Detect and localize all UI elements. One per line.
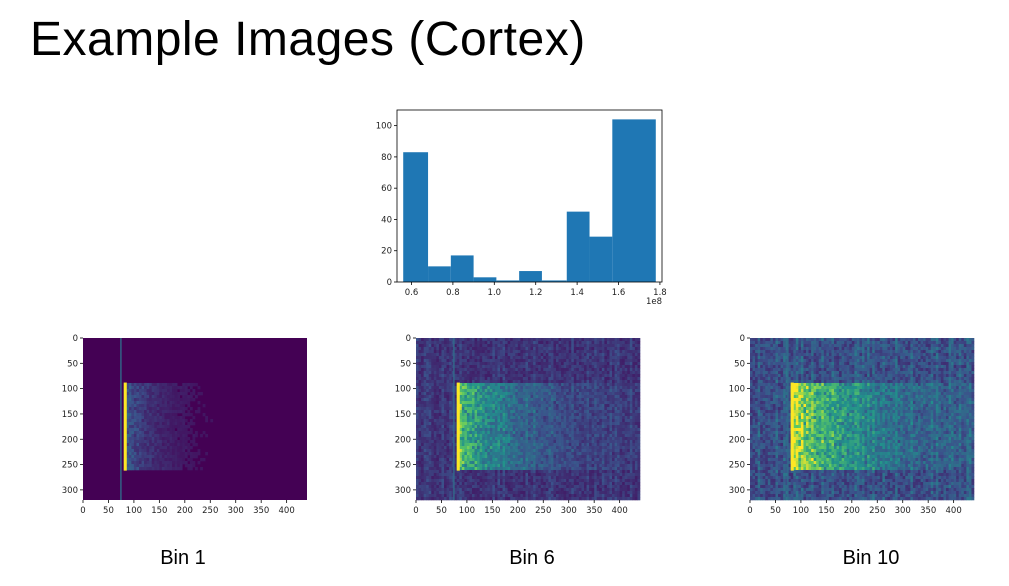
- histogram-bar: [566, 211, 590, 282]
- histogram-bar: [519, 271, 542, 282]
- x-tick-label: 300: [561, 506, 577, 516]
- x-tick-label: 100: [126, 506, 142, 516]
- y-tick-label: 150: [395, 410, 411, 420]
- caption-bin-6: Bin 6: [509, 547, 555, 569]
- x-tick-label: 250: [535, 506, 551, 516]
- y-tick-label: 50: [400, 359, 411, 369]
- y-tick-label: 100: [376, 122, 392, 132]
- x-tick-label: 250: [869, 506, 885, 516]
- y-tick-label: 50: [67, 359, 78, 369]
- y-tick-label: 300: [395, 486, 411, 496]
- histogram-bar: [450, 255, 474, 282]
- x-tick-label: 0: [80, 506, 85, 516]
- y-tick-label: 250: [729, 461, 745, 471]
- x-tick-label: 0: [413, 506, 418, 516]
- y-tick-label: 20: [381, 247, 392, 257]
- histogram-bar: [612, 119, 656, 282]
- x-tick-label: 150: [151, 506, 167, 516]
- artifact-line: [787, 338, 789, 500]
- histogram-bar: [473, 277, 497, 282]
- x-tick-label: 1.4: [570, 288, 584, 298]
- x-tick-label: 200: [510, 506, 526, 516]
- histogram-bar: [428, 266, 451, 282]
- y-tick-label: 80: [381, 153, 392, 163]
- x-tick-label: 350: [920, 506, 936, 516]
- x-tick-label: 100: [793, 506, 809, 516]
- histogram-bar: [403, 152, 429, 282]
- x-tick-label: 400: [612, 506, 628, 516]
- x-tick-label: 1.6: [612, 288, 626, 298]
- y-tick-label: 0: [73, 334, 78, 344]
- y-tick-label: 200: [729, 435, 745, 445]
- y-tick-label: 300: [62, 486, 78, 496]
- histogram-bar: [541, 280, 567, 282]
- y-tick-label: 200: [62, 435, 78, 445]
- y-tick-label: 300: [729, 486, 745, 496]
- artifact-line: [453, 338, 455, 500]
- y-tick-label: 250: [62, 461, 78, 471]
- caption-bin-1: Bin 1: [160, 547, 206, 569]
- x-multiplier-label: 1e8: [646, 297, 662, 307]
- onset-band: [123, 382, 127, 471]
- caption-bin-10: Bin 10: [842, 547, 900, 569]
- y-tick-label: 0: [740, 334, 745, 344]
- x-tick-label: 350: [586, 506, 602, 516]
- x-tick-label: 200: [177, 506, 193, 516]
- histogram-bar: [589, 236, 613, 282]
- y-tick-label: 100: [62, 385, 78, 395]
- spectrogram-image: [83, 338, 307, 500]
- y-tick-label: 40: [381, 215, 392, 225]
- x-tick-label: 0.6: [405, 288, 419, 298]
- x-tick-label: 1.0: [488, 288, 502, 298]
- y-tick-label: 150: [62, 410, 78, 420]
- artifact-line: [120, 338, 122, 500]
- y-tick-label: 150: [729, 410, 745, 420]
- x-tick-label: 50: [770, 506, 781, 516]
- x-tick-label: 400: [946, 506, 962, 516]
- histogram-frame: [396, 109, 663, 283]
- y-tick-label: 60: [381, 184, 392, 194]
- histogram-bar: [496, 280, 520, 282]
- x-tick-label: 1.2: [529, 288, 543, 298]
- x-tick-label: 400: [279, 506, 295, 516]
- y-tick-label: 0: [387, 278, 392, 288]
- spectrogram-image: [416, 338, 641, 501]
- x-tick-label: 150: [818, 506, 834, 516]
- x-tick-label: 300: [228, 506, 244, 516]
- y-tick-label: 250: [395, 461, 411, 471]
- x-tick-label: 250: [202, 506, 218, 516]
- x-tick-label: 50: [436, 506, 447, 516]
- y-tick-label: 100: [395, 385, 411, 395]
- x-tick-label: 100: [459, 506, 475, 516]
- x-tick-label: 1.8: [653, 288, 667, 298]
- x-tick-label: 50: [103, 506, 114, 516]
- x-tick-label: 0: [747, 506, 752, 516]
- x-tick-label: 0.8: [446, 288, 460, 298]
- onset-band: [456, 382, 460, 471]
- y-tick-label: 100: [729, 385, 745, 395]
- y-tick-label: 200: [395, 435, 411, 445]
- slide-title: Example Images (Cortex): [30, 13, 586, 66]
- x-tick-label: 200: [844, 506, 860, 516]
- x-tick-label: 150: [484, 506, 500, 516]
- y-tick-label: 0: [406, 334, 411, 344]
- y-tick-label: 50: [734, 359, 745, 369]
- onset-band: [790, 382, 794, 471]
- spectrogram-image: [750, 338, 975, 501]
- x-tick-label: 300: [895, 506, 911, 516]
- x-tick-label: 350: [253, 506, 269, 516]
